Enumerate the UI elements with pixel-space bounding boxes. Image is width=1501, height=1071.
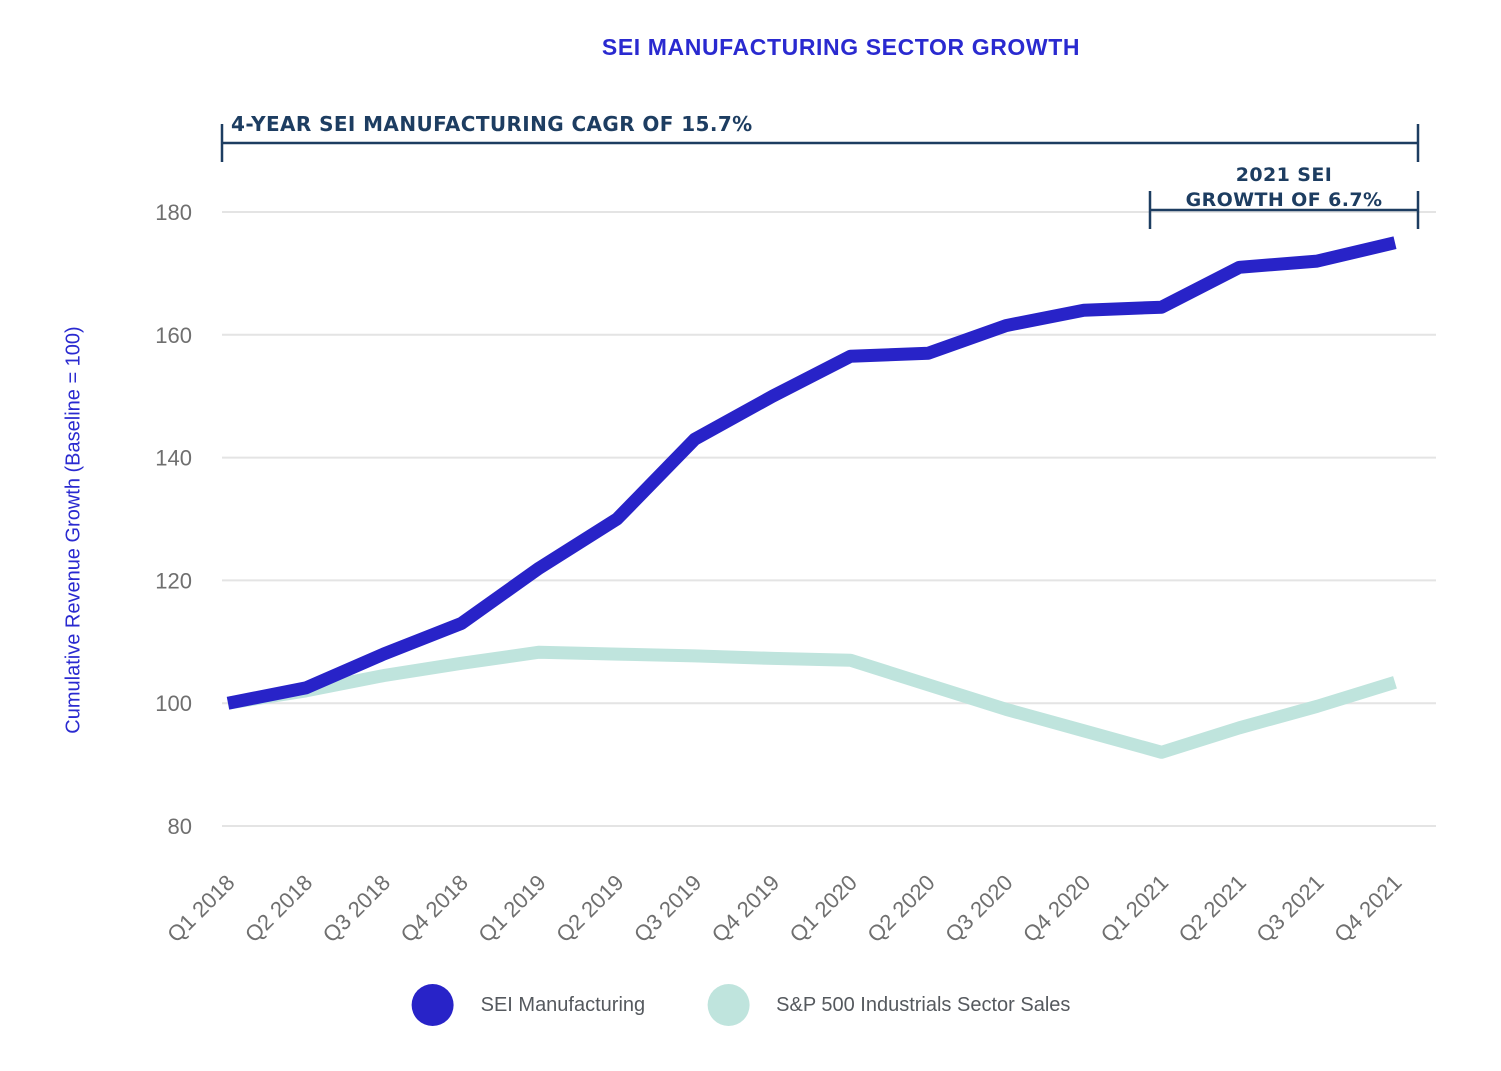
- x-tick-label: Q1 2020: [785, 870, 862, 947]
- y-tick-label: 80: [168, 814, 192, 839]
- x-tick-label: Q2 2021: [1174, 870, 1251, 947]
- annotation-bracket-cagr: [220, 124, 1420, 162]
- x-tick-label: Q1 2018: [162, 870, 239, 947]
- y-tick-label: 100: [155, 691, 192, 716]
- legend-label: S&P 500 Industrials Sector Sales: [776, 993, 1071, 1016]
- x-tick-label: Q4 2021: [1329, 870, 1406, 947]
- x-tick-label: Q2 2019: [551, 870, 628, 947]
- legend: SEI Manufacturing S&P 500 Industrials Sec…: [411, 984, 1070, 1026]
- x-tick-label: Q3 2020: [940, 870, 1017, 947]
- growth-2021-annotation: 2021 SEI GROWTH OF 6.7%: [1186, 163, 1383, 213]
- annotation-bracket-2021: [1148, 191, 1420, 229]
- chart-title: SEI MANUFACTURING SECTOR GROWTH: [601, 34, 1081, 60]
- x-tick-label: Q2 2020: [862, 870, 939, 947]
- x-tick-label: Q3 2021: [1251, 870, 1328, 947]
- x-tick-label: Q1 2019: [473, 870, 550, 947]
- y-tick-label: 160: [155, 323, 192, 348]
- legend-item: SEI Manufacturing: [411, 984, 646, 1026]
- cagr-annotation: 4-YEAR SEI MANUFACTURING CAGR OF 15.7%: [231, 112, 753, 136]
- x-tick-label: Q1 2021: [1096, 870, 1173, 947]
- growth-2021-line2: GROWTH OF 6.7%: [1185, 189, 1383, 211]
- legend-swatch: [707, 984, 750, 1026]
- legend-label: SEI Manufacturing: [480, 993, 646, 1016]
- series-line-sei-manufacturing: [226, 236, 1397, 710]
- legend-swatch: [411, 984, 454, 1026]
- legend-item: S&P 500 Industrials Sector Sales: [707, 984, 1070, 1026]
- x-tick-label: Q4 2019: [707, 870, 784, 947]
- series-line-sp500-industrials: [226, 645, 1397, 759]
- y-tick-label: 120: [155, 568, 192, 593]
- x-tick-label: Q4 2020: [1018, 870, 1095, 947]
- y-tick-label: 180: [155, 200, 192, 225]
- x-tick-label: Q4 2018: [396, 870, 473, 947]
- x-tick-label: Q3 2018: [318, 870, 395, 947]
- y-tick-label: 140: [155, 446, 192, 471]
- x-tick-label: Q2 2018: [240, 870, 317, 947]
- growth-2021-line1: 2021 SEI: [1235, 164, 1333, 186]
- x-tick-label: Q3 2019: [629, 870, 706, 947]
